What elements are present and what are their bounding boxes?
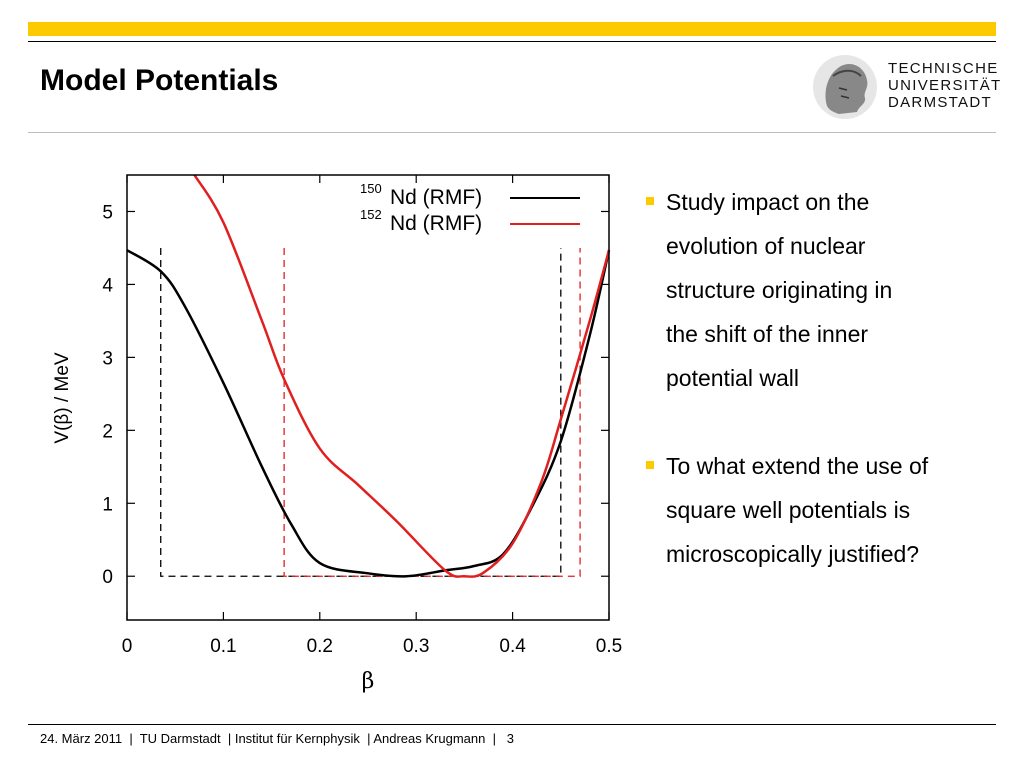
header-divider bbox=[28, 41, 996, 42]
bullet-line: evolution of nuclear bbox=[666, 233, 866, 259]
legend-iso-150: 150 bbox=[360, 181, 382, 196]
y-tick-label: 1 bbox=[102, 494, 113, 515]
square-well-outline bbox=[283, 247, 581, 577]
series-line-150 bbox=[126, 249, 611, 578]
bullet-line: potential wall bbox=[666, 365, 799, 391]
y-tick-label: 3 bbox=[102, 348, 113, 369]
bullet-item: Study impact on the evolution of nuclear… bbox=[640, 180, 1010, 400]
x-tick-label: 0.4 bbox=[499, 636, 526, 657]
y-tick-label: 2 bbox=[102, 421, 113, 442]
athena-head-icon bbox=[813, 55, 877, 119]
footer-text: 24. März 2011 | TU Darmstadt | Institut … bbox=[40, 731, 515, 746]
bullet-line: square well potentials is bbox=[666, 497, 911, 523]
bullet-list: Study impact on the evolution of nuclear… bbox=[640, 180, 1010, 576]
bullet-line: Study impact on the bbox=[666, 189, 870, 215]
header-accent-bar bbox=[28, 22, 996, 36]
title-divider bbox=[28, 132, 996, 133]
tu-darmstadt-logo: TECHNISCHE UNIVERSITÄT DARMSTADT bbox=[803, 48, 1001, 126]
bullet-line: the shift of the inner bbox=[666, 321, 869, 347]
y-tick-label: 5 bbox=[102, 202, 113, 223]
y-tick-label: 4 bbox=[102, 275, 113, 296]
footer-divider bbox=[28, 724, 996, 725]
bullet-line: To what extend the use of bbox=[666, 453, 929, 479]
series-line-152 bbox=[193, 174, 611, 578]
y-axis-label: V(β) / MeV bbox=[52, 352, 73, 443]
square-well-outline bbox=[160, 247, 562, 577]
legend-entry-152: 152 Nd (RMF) bbox=[360, 207, 580, 235]
x-tick-label: 0.2 bbox=[307, 636, 333, 657]
bullet-line: structure originating in bbox=[666, 277, 893, 303]
x-tick-label: 0 bbox=[122, 636, 133, 657]
chart-svg: 0 0.1 0.2 0.3 0.4 0.5 0 1 2 3 4 5 β V(β) / MeV 150 … bbox=[52, 174, 622, 694]
legend-label-150: Nd (RMF) bbox=[390, 186, 482, 209]
page-title: Model Potentials bbox=[40, 64, 279, 97]
legend-entry-150: 150 Nd (RMF) bbox=[360, 181, 580, 209]
plot-frame bbox=[126, 174, 610, 621]
logo-line: UNIVERSITÄT bbox=[888, 77, 1002, 94]
bullet-item: To what extend the use of square well po… bbox=[640, 444, 1010, 576]
x-axis-label: β bbox=[362, 669, 375, 694]
bullet-line: microscopically justified? bbox=[666, 541, 920, 567]
bullet-square-icon bbox=[646, 461, 654, 469]
x-tick-label: 0.3 bbox=[403, 636, 429, 657]
potential-chart: 0 0.1 0.2 0.3 0.4 0.5 0 1 2 3 4 5 β V(β) / MeV 150 … bbox=[40, 160, 640, 705]
logo-line: DARMSTADT bbox=[888, 94, 992, 111]
legend-label-152: Nd (RMF) bbox=[390, 212, 482, 235]
x-tick-label: 0.5 bbox=[596, 636, 622, 657]
logo-line: TECHNISCHE bbox=[888, 60, 999, 77]
x-tick-label: 0.1 bbox=[210, 636, 236, 657]
logo-wordmark: TECHNISCHE UNIVERSITÄT DARMSTADT bbox=[888, 60, 1001, 111]
legend-iso-152: 152 bbox=[360, 207, 382, 222]
legend: 150 Nd (RMF) 152 Nd (RMF) bbox=[360, 181, 580, 235]
y-tick-label: 0 bbox=[102, 567, 113, 588]
bullet-square-icon bbox=[646, 197, 654, 205]
